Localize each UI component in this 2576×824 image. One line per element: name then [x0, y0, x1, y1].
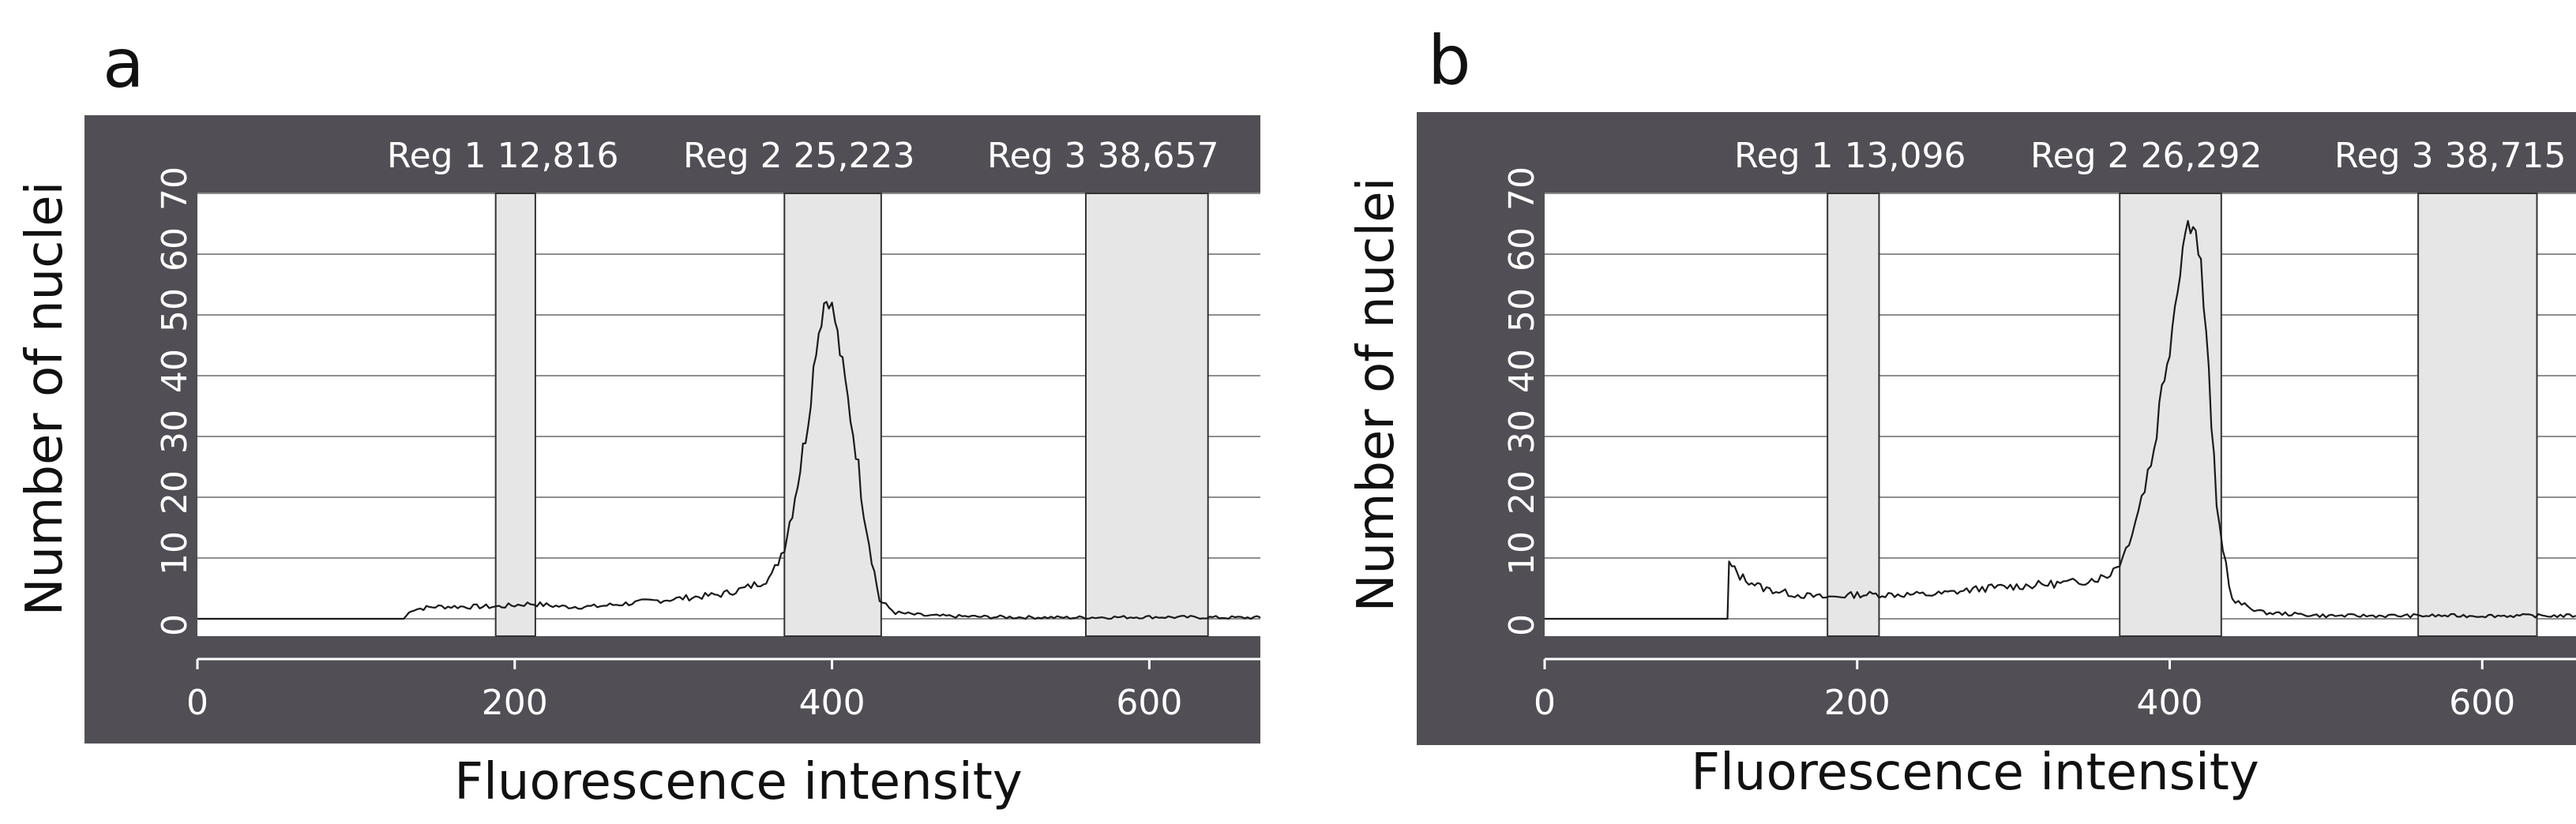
y-tick-label-60: 60	[155, 227, 195, 272]
chart-panel-b: Reg 1 13,096 Reg 2 26,292 Reg 3 38,715 0 10 2…	[1288, 0, 2576, 824]
y-tick-label-0: 0	[1502, 614, 1542, 636]
y-tick-label-60: 60	[1502, 227, 1542, 272]
x-tick-label-400: 400	[799, 683, 866, 723]
chart-b-svg: Reg 1 13,096 Reg 2 26,292 Reg 3 38,715 0 10 2…	[1347, 21, 2576, 802]
chart-a-svg: Reg 1 12,816 Reg 2 25,223 Reg 3 38,657 0 10 2…	[16, 24, 1261, 811]
y-tick-label-0: 0	[155, 614, 195, 636]
histogram-line-b	[1545, 219, 2576, 620]
region-band-1	[494, 193, 536, 637]
x-tick-label-200: 200	[1824, 683, 1891, 723]
y-tick-label-20: 20	[155, 470, 195, 515]
x-tick-label-400: 400	[2137, 683, 2203, 723]
chart-panel-a: Reg 1 12,816 Reg 2 25,223 Reg 3 38,657 0 10 2…	[16, 24, 1261, 811]
x-axis-title-b: Fluorescence intensity	[1691, 743, 2259, 802]
region-band-2	[783, 193, 882, 637]
region-label-3: Reg 3 38,715	[2334, 136, 2567, 176]
y-tick-label-40: 40	[1502, 349, 1542, 393]
region-label-1: Reg 1 13,096	[1734, 136, 1966, 176]
x-tick-label-0: 0	[186, 683, 208, 723]
plot-area-b	[1545, 193, 2576, 636]
y-tick-label-50: 50	[155, 288, 195, 332]
plot-area-a	[197, 193, 1260, 636]
x-axis-title-a: Fluorescence intensity	[454, 753, 1022, 811]
y-tick-label-10: 10	[1502, 531, 1542, 575]
region-band-3	[2417, 193, 2538, 637]
region-label-3: Reg 3 38,657	[987, 136, 1219, 176]
histogram-line-a	[197, 301, 1261, 620]
region-band-1	[1827, 193, 1880, 637]
x-tick-label-600: 600	[2449, 683, 2515, 723]
panel-letter-b: b	[1428, 21, 1471, 100]
x-tick-label-0: 0	[1534, 683, 1556, 723]
region-band-2	[2119, 193, 2222, 637]
y-tick-label-30: 30	[155, 410, 195, 454]
y-tick-label-10: 10	[155, 531, 195, 575]
y-tick-label-30: 30	[1502, 410, 1542, 454]
y-tick-label-70: 70	[155, 167, 195, 211]
region-band-3	[1085, 193, 1209, 637]
x-tick-label-600: 600	[1116, 683, 1182, 723]
panel-letter-a: a	[103, 24, 145, 103]
x-tick-label-200: 200	[482, 683, 548, 723]
y-axis-title-b: Number of nuclei	[1347, 178, 1406, 612]
y-tick-label-40: 40	[155, 349, 195, 393]
region-label-2: Reg 2 25,223	[683, 136, 915, 176]
y-axis-title-a: Number of nuclei	[16, 182, 74, 616]
region-label-2: Reg 2 26,292	[2030, 136, 2262, 176]
gridlines-a	[197, 193, 1260, 620]
y-tick-label-20: 20	[1502, 470, 1542, 515]
region-label-1: Reg 1 12,816	[387, 136, 619, 176]
y-tick-label-50: 50	[1502, 288, 1542, 332]
y-tick-label-70: 70	[1502, 167, 1542, 211]
